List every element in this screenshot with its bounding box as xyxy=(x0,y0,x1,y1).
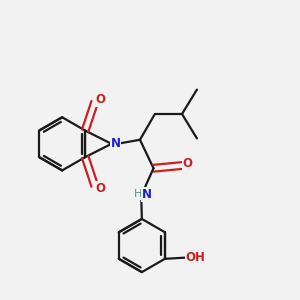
Text: H: H xyxy=(134,189,142,200)
Text: O: O xyxy=(95,93,106,106)
Text: OH: OH xyxy=(185,251,205,264)
Text: O: O xyxy=(95,182,106,195)
Text: O: O xyxy=(183,158,193,170)
Text: N: N xyxy=(110,137,121,150)
Text: N: N xyxy=(142,188,152,201)
